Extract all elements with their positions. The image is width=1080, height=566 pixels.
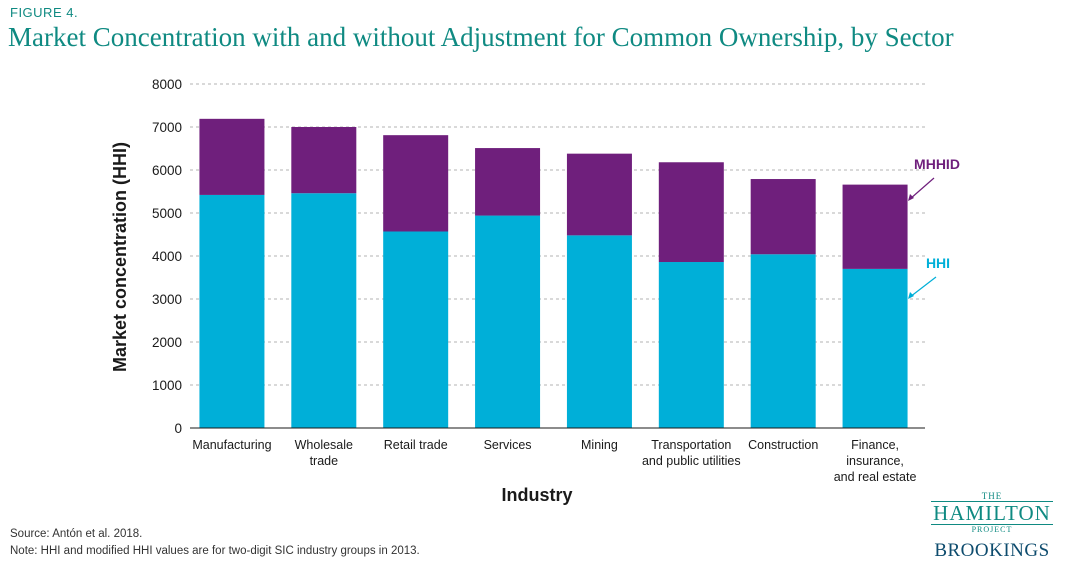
bar-mhhid bbox=[566, 153, 632, 236]
bar-mhhid bbox=[475, 148, 541, 216]
bar-hhi bbox=[658, 262, 724, 428]
x-tick-label: Transportation bbox=[651, 438, 731, 452]
bar-hhi bbox=[199, 194, 265, 428]
x-tick-label: trade bbox=[310, 454, 339, 468]
bar-hhi bbox=[291, 193, 357, 428]
chart-title: Market Concentration with and without Ad… bbox=[8, 22, 954, 52]
x-tick-label: Construction bbox=[748, 438, 818, 452]
source-note: Source: Antón et al. 2018. bbox=[10, 528, 143, 540]
legend-label-hhi: HHI bbox=[926, 255, 950, 271]
y-tick-label: 2000 bbox=[152, 335, 182, 350]
logo-hamilton: HAMILTON bbox=[931, 501, 1053, 525]
y-tick-label: 0 bbox=[174, 421, 182, 436]
logo-the: THE bbox=[981, 491, 1003, 501]
legend-arrow-hhi bbox=[909, 276, 937, 298]
y-tick-label: 3000 bbox=[152, 292, 182, 307]
y-tick-label: 4000 bbox=[152, 249, 182, 264]
y-tick-label: 1000 bbox=[152, 378, 182, 393]
x-tick-label: Mining bbox=[581, 438, 618, 452]
bar-mhhid bbox=[658, 162, 724, 263]
x-tick-label: Finance, bbox=[851, 438, 899, 452]
x-tick-label: and real estate bbox=[834, 470, 917, 484]
bar-mhhid bbox=[750, 179, 816, 255]
logo-project: PROJECT bbox=[971, 525, 1013, 534]
bar-mhhid bbox=[842, 184, 908, 269]
bar-mhhid bbox=[291, 127, 357, 194]
legend-label-mhhid: MHHID bbox=[914, 156, 960, 172]
bar-hhi bbox=[566, 235, 632, 428]
y-tick-label: 7000 bbox=[152, 120, 182, 135]
y-tick-label: 8000 bbox=[152, 77, 182, 92]
legend-arrow-mhhid bbox=[909, 177, 935, 200]
y-tick-label: 5000 bbox=[152, 206, 182, 221]
x-tick-label: Retail trade bbox=[384, 438, 448, 452]
bar-hhi bbox=[750, 254, 816, 428]
legend-arrowhead-mhhid bbox=[908, 194, 914, 201]
y-tick-label: 6000 bbox=[152, 163, 182, 178]
hamilton-brookings-logo: THE HAMILTON PROJECT BROOKINGS bbox=[922, 492, 1062, 562]
logo-brookings: BROOKINGS bbox=[934, 540, 1050, 561]
y-axis-title: Market concentration (HHI) bbox=[110, 142, 130, 372]
x-tick-label: insurance, bbox=[846, 454, 904, 468]
bar-mhhid bbox=[383, 135, 449, 232]
x-tick-label: and public utilities bbox=[642, 454, 741, 468]
x-tick-label: Wholesale bbox=[295, 438, 353, 452]
bar-hhi bbox=[842, 268, 908, 428]
x-tick-label: Manufacturing bbox=[192, 438, 271, 452]
bar-mhhid bbox=[199, 118, 265, 195]
data-note: Note: HHI and modified HHI values are fo… bbox=[10, 545, 420, 557]
bar-hhi bbox=[383, 231, 449, 428]
bar-hhi bbox=[475, 215, 541, 428]
figure-label: FIGURE 4. bbox=[10, 5, 79, 20]
legend-arrowhead-hhi bbox=[908, 292, 914, 299]
x-axis-title: Industry bbox=[501, 485, 572, 505]
x-tick-label: Services bbox=[484, 438, 532, 452]
